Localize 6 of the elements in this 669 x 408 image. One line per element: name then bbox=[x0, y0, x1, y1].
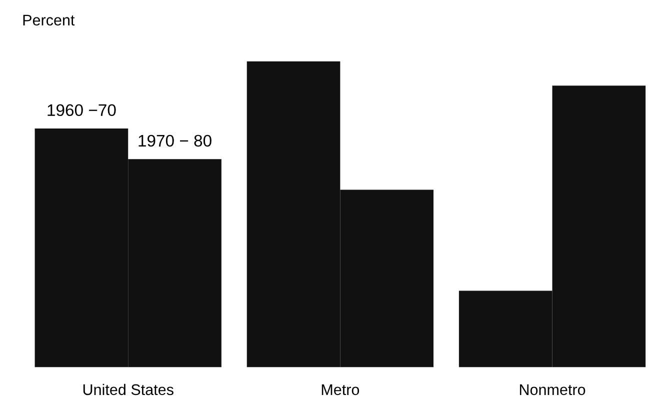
x-tick-label: Nonmetro bbox=[520, 384, 586, 396]
x-tick-label: Metro bbox=[322, 384, 360, 396]
x-tick-label: United States bbox=[83, 384, 174, 396]
series-label: 1970 − 80 bbox=[138, 134, 212, 147]
y-axis-title: Percent bbox=[23, 14, 75, 26]
series-label: 1960 −70 bbox=[48, 104, 116, 116]
